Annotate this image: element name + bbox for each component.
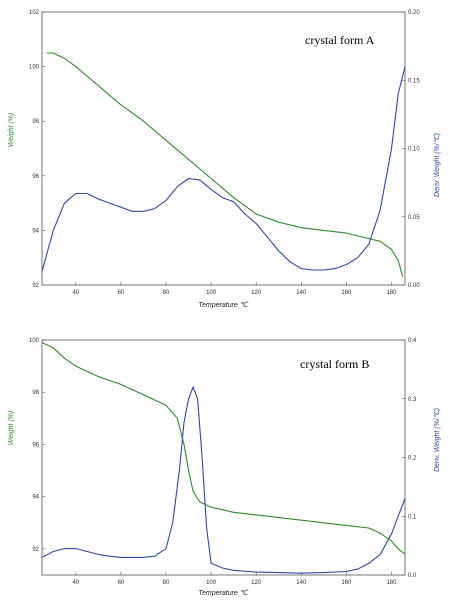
- x-tick-label-a-1: 60: [118, 290, 125, 296]
- deriv-weight-line-b: [41, 386, 406, 574]
- y-left-tick-label-b-0: 92: [32, 547, 39, 553]
- x-tick-label-a-3: 100: [206, 290, 217, 296]
- y-left-tick-label-b-3: 98: [32, 390, 39, 396]
- x-tick-label-a-2: 80: [163, 290, 170, 296]
- weight-line-b: [41, 342, 406, 555]
- xlabel-b: Temperature ℃: [198, 589, 248, 597]
- y-right-tick-label-a-0: 0.00: [408, 283, 420, 289]
- x-tick-label-b-0: 40: [72, 580, 79, 586]
- y-right-tick-label-a-1: 0.05: [408, 215, 420, 221]
- annotation-a: crystal form A: [305, 33, 375, 47]
- ylabel-left-a: Weight (%): [8, 113, 15, 148]
- y-right-tick-label-a-4: 0.20: [408, 10, 420, 16]
- xlabel-a: Temperature ℃: [198, 301, 248, 309]
- x-tick-label-a-6: 160: [341, 290, 352, 296]
- y-left-tick-label-b-1: 94: [32, 495, 39, 501]
- chart-a: crystal form A Weight (%) Deriv. Weight …: [8, 10, 441, 309]
- annotation-b: crystal form B: [300, 357, 369, 371]
- x-tick-label-b-6: 160: [341, 580, 352, 586]
- y-left-tick-label-a-4: 100: [29, 65, 40, 71]
- x-tick-label-a-0: 40: [72, 290, 79, 296]
- plot-frame-a: [41, 11, 406, 286]
- x-tick-label-a-4: 120: [251, 290, 262, 296]
- y-left-tick-label-a-2: 96: [32, 174, 39, 180]
- marks-a: 40 60 80 100 120 140 160 180 92 94 96 98 100 102 0.00 0…: [29, 10, 420, 296]
- x-tick-label-a-5: 140: [296, 290, 307, 296]
- x-tick-label-b-5: 140: [296, 580, 307, 586]
- y-right-tick-label-b-1: 0.1: [408, 514, 417, 520]
- deriv-weight-line-a: [41, 66, 406, 272]
- y-right-tick-label-b-3: 0.3: [408, 397, 417, 403]
- x-tick-label-b-2: 80: [163, 580, 170, 586]
- y-left-tick-label-b-2: 96: [32, 442, 39, 448]
- chart-b: crystal form B Weight (%) Deriv. Weight …: [8, 338, 441, 597]
- x-tick-label-b-4: 120: [251, 580, 262, 586]
- x-tick-label-b-1: 60: [118, 580, 125, 586]
- y-right-tick-label-b-0: 0.0: [408, 573, 417, 579]
- y-left-tick-label-a-5: 102: [29, 10, 40, 16]
- ylabel-left-b: Weight (%): [8, 411, 15, 446]
- marks-b: 40 60 80 100 120 140 160 180 92 94 96 98 100 0.0 0.1 0.…: [29, 338, 417, 586]
- y-right-tick-label-a-3: 0.15: [408, 78, 420, 84]
- y-right-tick-label-b-2: 0.2: [408, 456, 417, 462]
- ylabel-right-b: Deriv. Weight (%/℃): [433, 408, 441, 472]
- y-right-tick-label-b-4: 0.4: [408, 338, 417, 344]
- y-right-tick-label-a-2: 0.10: [408, 147, 420, 153]
- y-left-tick-label-b-4: 100: [29, 338, 40, 344]
- y-left-tick-label-a-0: 92: [32, 283, 39, 289]
- y-left-tick-label-a-3: 98: [32, 119, 39, 125]
- y-left-tick-label-a-1: 94: [32, 228, 39, 234]
- x-tick-label-b-7: 180: [386, 580, 397, 586]
- x-tick-label-b-3: 100: [206, 580, 217, 586]
- x-tick-label-a-7: 180: [386, 290, 397, 296]
- weight-line-a: [46, 52, 404, 277]
- ylabel-right-a: Deriv. Weight (%/℃): [433, 133, 441, 197]
